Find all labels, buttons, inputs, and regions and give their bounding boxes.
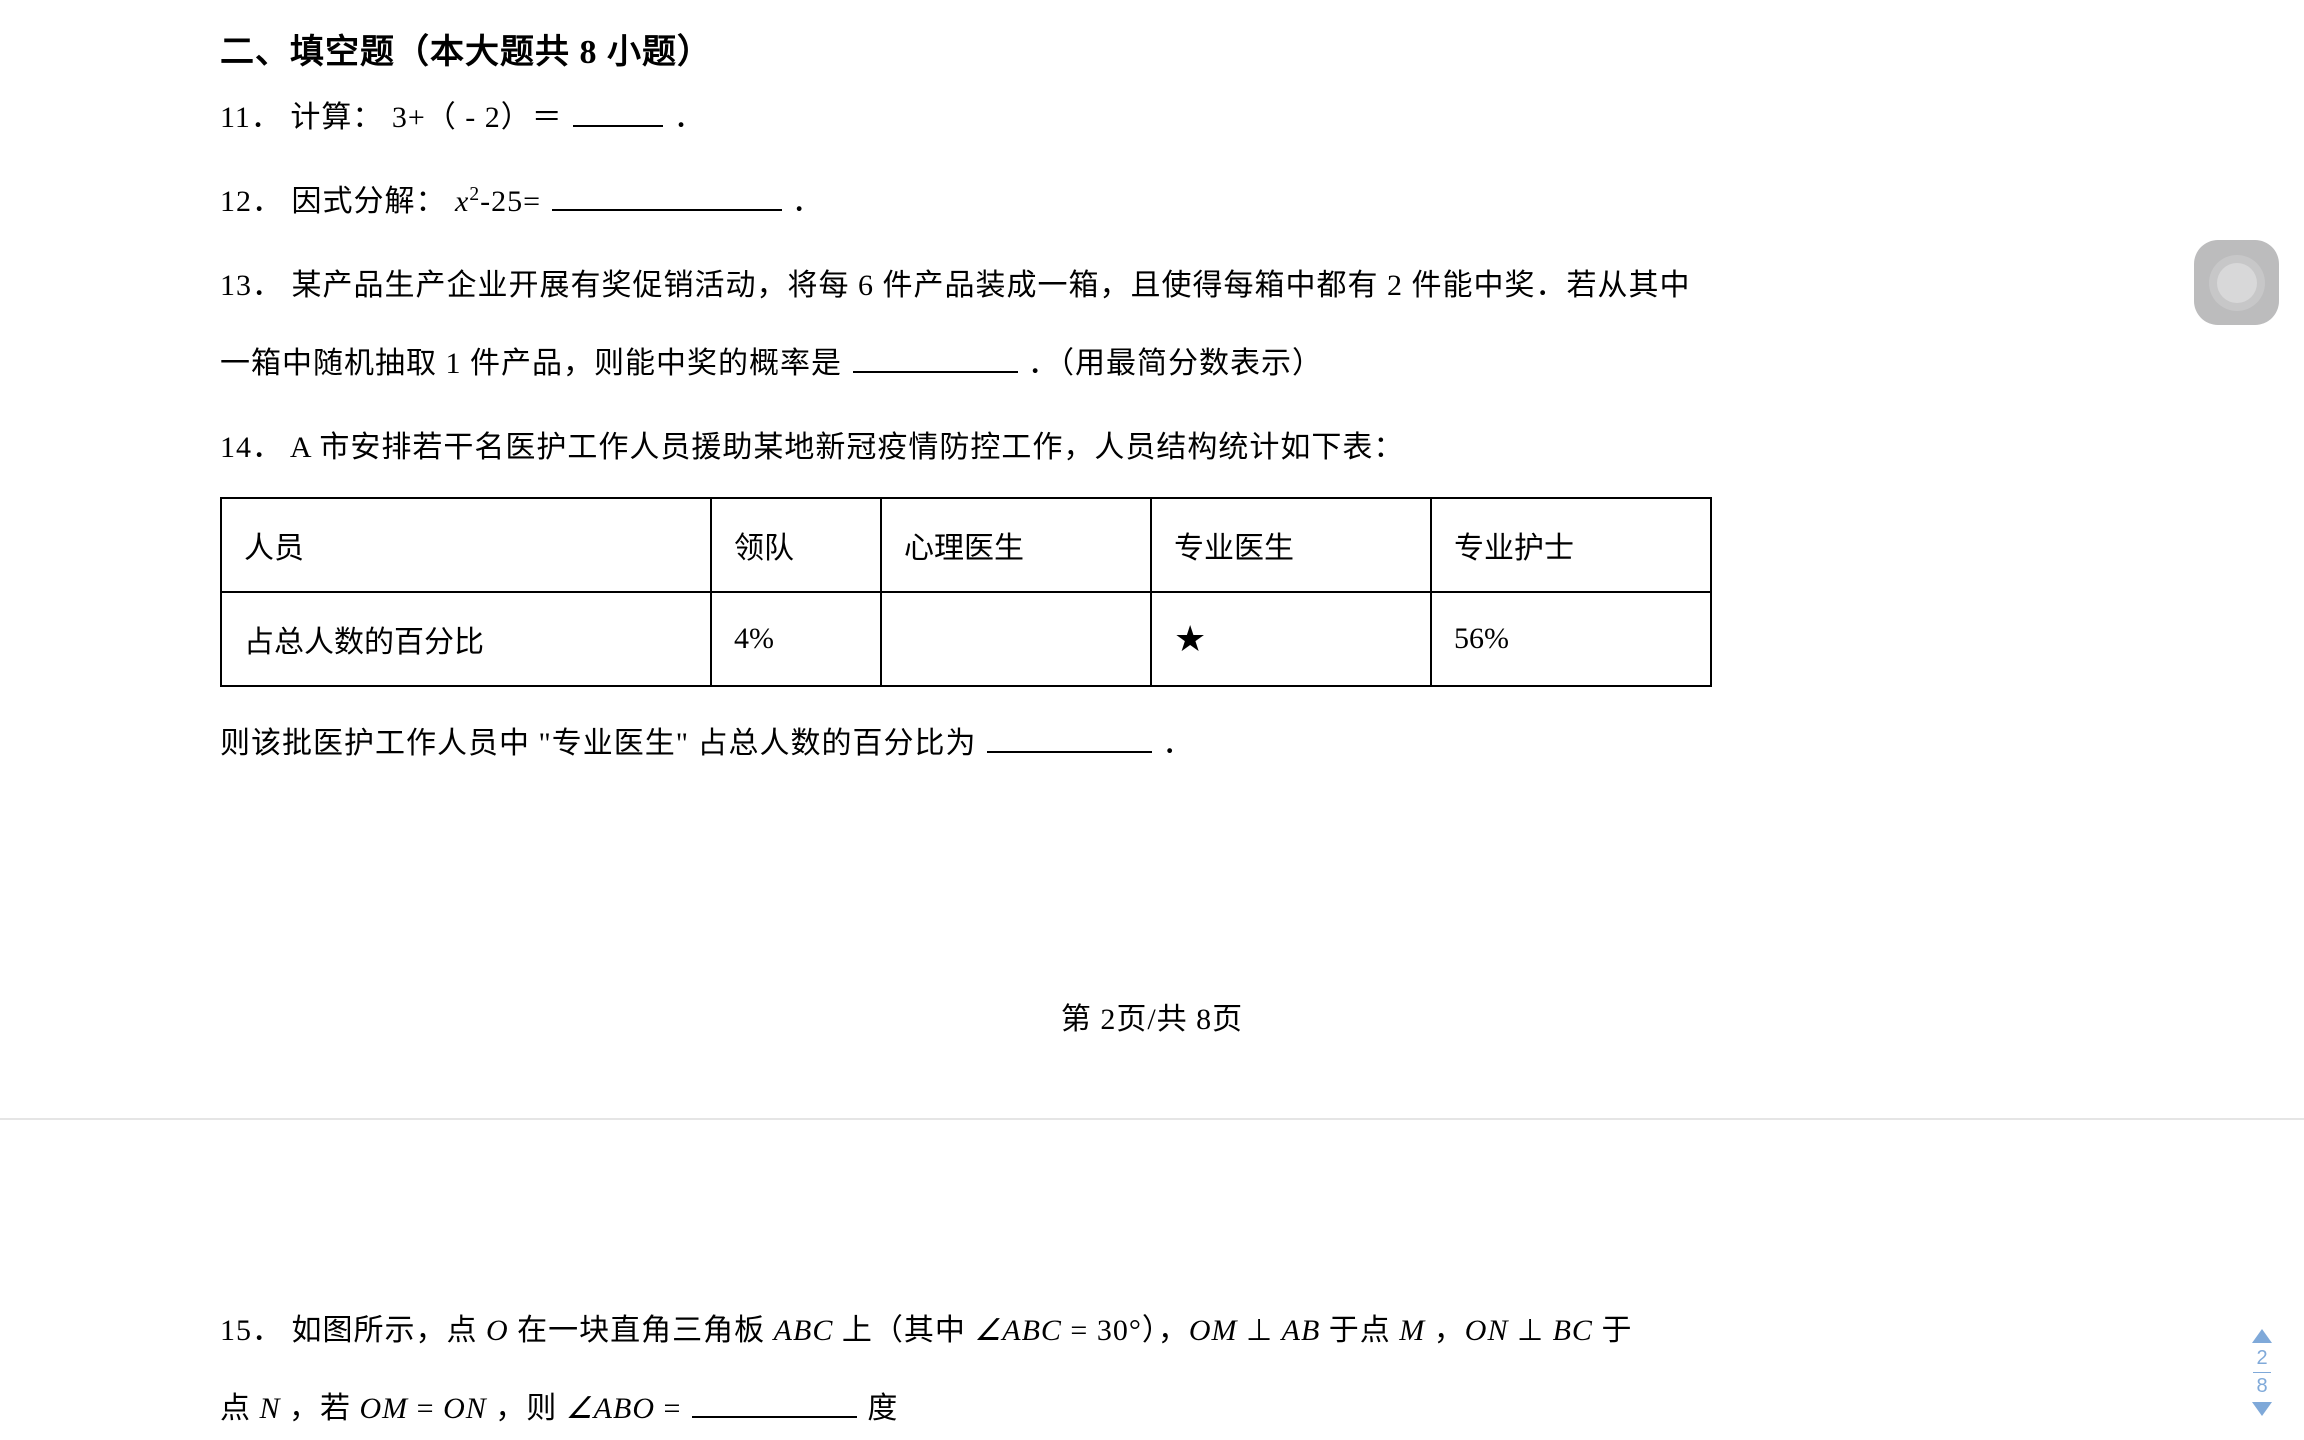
page-nav-total: 8 [2242, 1375, 2282, 1398]
q15-seg3: 上（其中 [833, 1314, 974, 1347]
table-row: 占总人数的百分比 4% ★ 56% [221, 592, 1711, 686]
q15-OMeq: OM [360, 1392, 409, 1425]
q11-pre: 计算： [290, 101, 383, 134]
table-cell [881, 592, 1151, 686]
q15-ABC: ABC [774, 1314, 834, 1347]
q12-pre: 因式分解： [292, 185, 447, 218]
q15-ON: ON [1465, 1314, 1509, 1347]
page-nav-divider-icon [2253, 1372, 2271, 1373]
footer-prefix: 第 [1061, 1003, 1101, 1036]
q14-intro: A 市安排若干名医护工作人员援助某地新冠疫情防控工作，人员结构统计如下表： [290, 431, 1405, 464]
page-nav-current: 2 [2242, 1347, 2282, 1370]
q15-eqs: = [655, 1392, 681, 1425]
page-footer: 第 2页/共 8页 [0, 994, 2304, 1038]
q12-tail: -25= [480, 185, 541, 218]
blank-fill[interactable] [692, 1394, 857, 1418]
q15-line2c: ，则 [487, 1392, 566, 1425]
question-14: 14． A 市安排若干名医护工作人员援助某地新冠疫情防控工作，人员结构统计如下表… [220, 409, 1920, 487]
page-up-button[interactable] [2252, 1329, 2272, 1343]
table-cell: 占总人数的百分比 [221, 592, 711, 686]
q15-seg5: ， [1425, 1314, 1465, 1347]
q15-perp1: ⊥ [1237, 1314, 1281, 1347]
page-content: 15． 如图所示，点 O 在一块直角三角板 ABC 上（其中 ∠ABC = 30… [220, 1292, 1920, 1440]
assistive-touch-button[interactable] [2194, 240, 2279, 325]
q11-post: ． [674, 101, 705, 134]
table-row: 人员 领队 心理医生 专业医生 专业护士 [221, 498, 1711, 592]
q15-eq30: = 30° [1062, 1314, 1142, 1347]
q15-BC: BC [1553, 1314, 1593, 1347]
q14-table: 人员 领队 心理医生 专业医生 专业护士 占总人数的百分比 4% ★ 56% [220, 497, 1712, 687]
section-heading-prefix: 二、填空题（本大题共 [220, 34, 580, 71]
document-page-2: 二、填空题（本大题共 8 小题） 11． 计算： 3+（ - 2）＝ ． 12．… [0, 0, 2304, 1120]
q15-ang: ∠ABC [974, 1314, 1062, 1347]
q15-unit: 度 [867, 1392, 898, 1425]
q13-line1: 某产品生产企业开展有奖促销活动，将每 6 件产品装成一箱，且使得每箱中都有 2 … [292, 269, 1691, 302]
table-cell: ★ [1151, 592, 1431, 686]
table-header-cell: 专业护士 [1431, 498, 1711, 592]
section-heading-count: 8 [580, 34, 598, 71]
question-13: 13． 某产品生产企业开展有奖促销活动，将每 6 件产品装成一箱，且使得每箱中都… [220, 247, 1920, 403]
q15-seg4: 于点 [1320, 1314, 1399, 1347]
q15-eq: = [408, 1392, 443, 1425]
q15-line2a: 点 [220, 1392, 260, 1425]
q15-M: M [1399, 1314, 1425, 1347]
question-number: 15． [220, 1314, 283, 1347]
q15-ang2: ∠ABO [566, 1392, 655, 1425]
q12-var: x [455, 185, 469, 218]
table-cell: 4% [711, 592, 881, 686]
q15-perp2: ⊥ [1508, 1314, 1552, 1347]
q12-post: ． [792, 185, 823, 218]
q14-after-b: ． [1163, 727, 1194, 760]
q15-ONeq: ON [443, 1392, 487, 1425]
table-header-cell: 心理医生 [881, 498, 1151, 592]
footer-total: 8 [1196, 1003, 1212, 1036]
q15-line2b: ，若 [281, 1392, 360, 1425]
page-down-button[interactable] [2252, 1402, 2272, 1416]
blank-fill[interactable] [987, 729, 1152, 753]
blank-fill[interactable] [573, 103, 663, 127]
footer-mid: 页/共 [1116, 1003, 1196, 1036]
q15-N: N [260, 1392, 281, 1425]
q15-OM: OM [1189, 1314, 1238, 1347]
q15-O: O [486, 1314, 509, 1347]
document-page-3: 15． 如图所示，点 O 在一块直角三角板 ABC 上（其中 ∠ABC = 30… [0, 1122, 2304, 1440]
q13-line2a: 一箱中随机抽取 1 件产品，则能中奖的概率是 [220, 347, 842, 380]
footer-suffix: 页 [1212, 1003, 1243, 1036]
question-number: 12． [220, 185, 283, 218]
question-number: 11． [220, 101, 282, 134]
footer-page: 2 [1100, 1003, 1116, 1036]
question-15: 15． 如图所示，点 O 在一块直角三角板 ABC 上（其中 ∠ABC = 30… [220, 1292, 1920, 1440]
blank-fill[interactable] [552, 187, 782, 211]
q15-seg2: 在一块直角三角板 [509, 1314, 774, 1347]
table-header-cell: 专业医生 [1151, 498, 1431, 592]
q12-sup: 2 [469, 184, 480, 205]
q15-seg6: 于 [1593, 1314, 1633, 1347]
table-header-cell: 人员 [221, 498, 711, 592]
question-number: 14． [220, 431, 283, 464]
question-11: 11． 计算： 3+（ - 2）＝ ． [220, 79, 1920, 157]
q15-AB: AB [1282, 1314, 1321, 1347]
page-content: 二、填空题（本大题共 8 小题） 11． 计算： 3+（ - 2）＝ ． 12．… [220, 0, 1920, 783]
question-12: 12． 因式分解： x2-25= ． [220, 163, 1920, 241]
q15-seg1: 如图所示，点 [292, 1314, 487, 1347]
table-cell: 56% [1431, 592, 1711, 686]
q13-line2b: ．（用最简分数表示） [1028, 347, 1323, 380]
blank-fill[interactable] [853, 349, 1018, 373]
page-navigator: 2 8 [2242, 1329, 2282, 1416]
section-heading: 二、填空题（本大题共 8 小题） [220, 24, 1920, 73]
q15-seg3b: ）， [1142, 1314, 1189, 1347]
section-heading-suffix: 小题） [598, 34, 713, 71]
table-header-cell: 领队 [711, 498, 881, 592]
assistive-touch-inner-icon [2217, 263, 2257, 303]
assistive-touch-ring-icon [2209, 255, 2265, 311]
question-14-after: 则该批医护工作人员中 "专业医生" 占总人数的百分比为 ． [220, 705, 1920, 783]
q14-after-a: 则该批医护工作人员中 "专业医生" 占总人数的百分比为 [220, 727, 977, 760]
q11-expr: 3+（ - 2）＝ [392, 101, 563, 134]
question-number: 13． [220, 269, 283, 302]
